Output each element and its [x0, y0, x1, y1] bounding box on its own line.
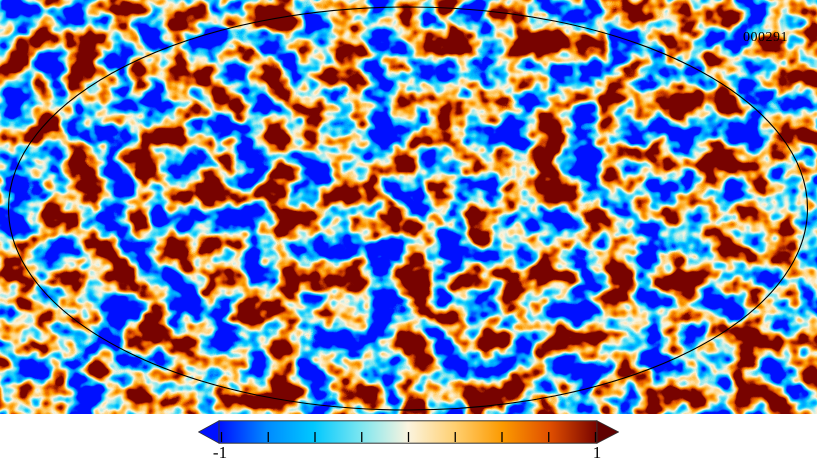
- map-id-label: 000291: [743, 30, 788, 45]
- colorbar-over-arrow: [596, 420, 619, 444]
- colorbar: [198, 420, 619, 444]
- colorbar-max-label: 1: [592, 443, 602, 462]
- colorbar-under-arrow: [198, 420, 220, 444]
- mollweide-sky-map: [7, 6, 809, 411]
- colorbar-ticks: [220, 432, 597, 442]
- colorbar-min-label: -1: [212, 443, 228, 462]
- map-ellipse-outline: [7, 6, 809, 411]
